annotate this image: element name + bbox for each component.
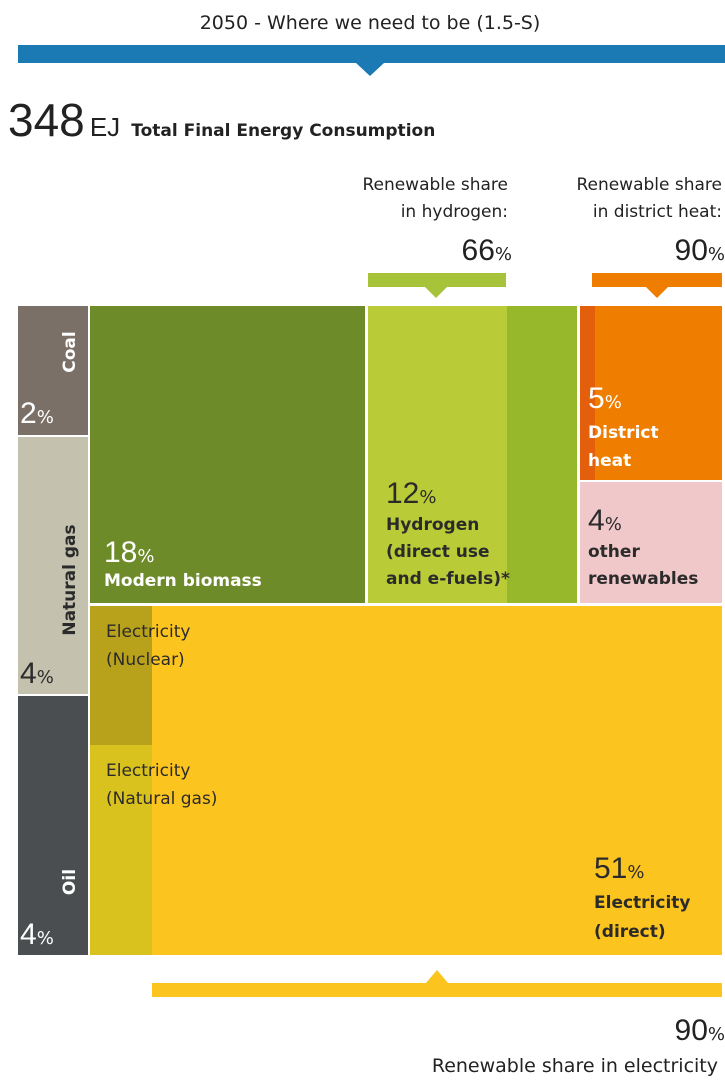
unit: % — [37, 928, 54, 949]
share-bar — [592, 273, 722, 287]
biomass-label: Modern biomass — [104, 571, 262, 591]
electricity-natural-gas-label: Electricity — [106, 761, 190, 781]
hydrogen-label: (direct use — [386, 542, 490, 562]
electricity-label: Electricity — [594, 893, 691, 913]
oil-share: 4% — [20, 918, 54, 951]
district-heat-label: District — [588, 423, 659, 443]
number: 4 — [588, 504, 605, 537]
natural-gas-label: Natural gas — [60, 524, 80, 635]
other-renewables-label: renewables — [588, 569, 698, 589]
electricity-share: 51% — [594, 852, 644, 885]
electricity-block — [90, 606, 722, 955]
coal-block — [18, 306, 88, 435]
number: 51 — [594, 852, 627, 885]
title: 2050 - Where we need to be (1.5-S) — [200, 12, 541, 34]
share-bar — [152, 983, 722, 997]
total: 348 EJ Total Final Energy Consumption — [8, 94, 435, 146]
hydrogen-share: 12% — [386, 477, 436, 510]
biomass-share: 18% — [104, 536, 154, 569]
share-label: in hydrogen: — [401, 202, 508, 222]
share-pointer — [646, 287, 668, 298]
share-label: Renewable share in electricity — [432, 1055, 718, 1077]
share-number: 66 — [462, 234, 495, 267]
total-value: 348 — [8, 94, 85, 146]
electricity-natural-gas-label: (Natural gas) — [106, 789, 217, 809]
hydrogen-renewable-part — [507, 306, 577, 603]
district-heat-stripe — [580, 306, 595, 480]
number: 5 — [588, 382, 605, 415]
share-value: 66% — [462, 234, 512, 267]
number: 2 — [20, 397, 37, 430]
share-unit: % — [708, 244, 725, 265]
oil-label: Oil — [60, 869, 80, 895]
biomass-block — [90, 306, 365, 603]
district-heat-share: 5% — [588, 382, 622, 415]
header-pointer — [356, 63, 384, 76]
number: 4 — [20, 918, 37, 951]
other-renewables-share: 4% — [588, 504, 622, 537]
unit: % — [605, 514, 622, 535]
total-unit: EJ — [90, 112, 120, 142]
share-unit: % — [495, 244, 512, 265]
district-heat-label: heat — [588, 451, 631, 471]
unit: % — [37, 667, 54, 688]
share-number: 90 — [675, 1014, 708, 1047]
share-label: Renewable share — [576, 175, 722, 195]
coal-share: 2% — [20, 397, 54, 430]
share-unit: % — [708, 1024, 725, 1045]
share-label: Renewable share — [362, 175, 508, 195]
oil-block — [18, 696, 88, 955]
electricity-label: (direct) — [594, 922, 666, 942]
share-bar — [368, 273, 506, 287]
share-pointer — [425, 287, 447, 298]
unit: % — [627, 862, 644, 883]
unit: % — [419, 487, 436, 508]
header-bar — [18, 45, 725, 63]
unit: % — [137, 546, 154, 567]
unit: % — [605, 392, 622, 413]
other-renewables-block — [580, 482, 722, 603]
electricity-nuclear-label: Electricity — [106, 622, 190, 642]
electricity-nuclear-block — [90, 606, 152, 745]
coal-label: Coal — [60, 331, 80, 372]
hydrogen-label: and e-fuels)* — [386, 569, 510, 589]
electricity-natural-gas-block — [90, 745, 152, 955]
share-value: 90% — [675, 234, 725, 267]
number: 18 — [104, 536, 137, 569]
share-number: 90 — [675, 234, 708, 267]
number: 12 — [386, 477, 419, 510]
natural-gas-block — [18, 437, 88, 694]
unit: % — [37, 407, 54, 428]
natural-gas-share: 4% — [20, 657, 54, 690]
share-value: 90% — [675, 1014, 725, 1047]
share-label: in district heat: — [593, 202, 722, 222]
electricity-nuclear-label: (Nuclear) — [106, 650, 185, 670]
total-label: Total Final Energy Consumption — [131, 121, 435, 141]
district-heat-block — [580, 306, 722, 480]
share-pointer — [426, 970, 448, 983]
hydrogen-label: Hydrogen — [386, 515, 479, 535]
other-renewables-label: other — [588, 542, 640, 562]
number: 4 — [20, 657, 37, 690]
